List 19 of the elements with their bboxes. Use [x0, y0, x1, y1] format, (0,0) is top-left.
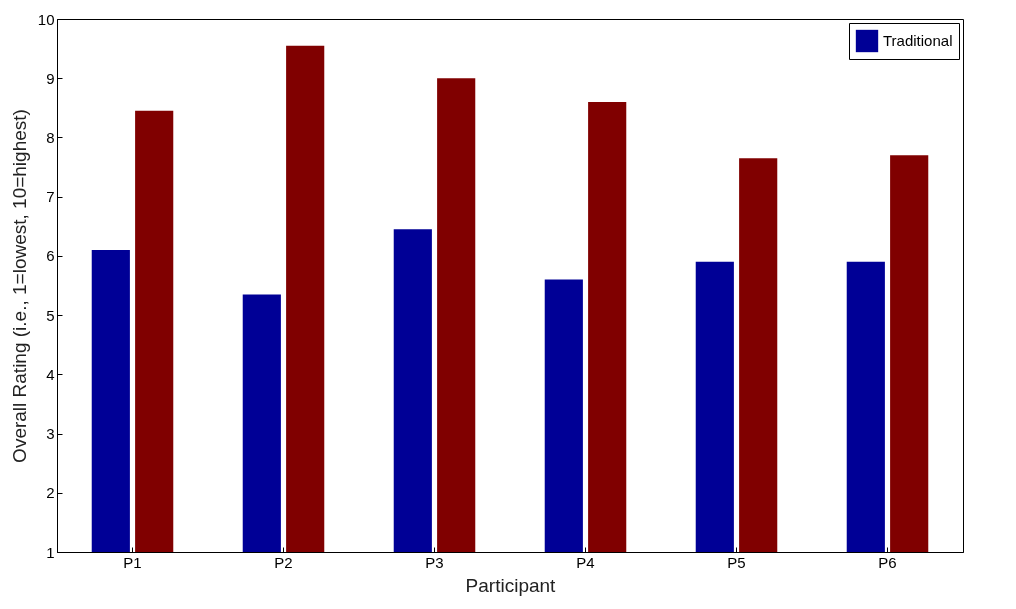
x-tick-label: P2 [274, 553, 293, 571]
x-tick-label: P6 [878, 553, 897, 571]
y-tick-label: 2 [46, 484, 55, 502]
y-tick-label: 1 [46, 543, 55, 561]
y-tick-label: 7 [46, 188, 55, 206]
y-tick-label: 5 [46, 306, 55, 324]
y-tick-label: 4 [46, 365, 55, 383]
x-tick-label: P3 [425, 553, 444, 571]
x-tick-label: P1 [123, 553, 142, 571]
x-tick-label: P4 [576, 553, 595, 571]
y-axis-title: Overall Rating (i.e., 1=lowest, 10=highest) [8, 109, 30, 463]
y-tick-label: 10 [37, 10, 55, 28]
x-tick-label: P5 [727, 553, 746, 571]
y-tick-label: 6 [46, 247, 55, 265]
y-tick-label: 3 [46, 425, 55, 443]
y-tick-label: 8 [46, 128, 55, 146]
y-tick-label: 9 [46, 69, 55, 87]
x-axis-title: Participant [465, 574, 557, 596]
legend-label: Traditional [883, 32, 953, 49]
